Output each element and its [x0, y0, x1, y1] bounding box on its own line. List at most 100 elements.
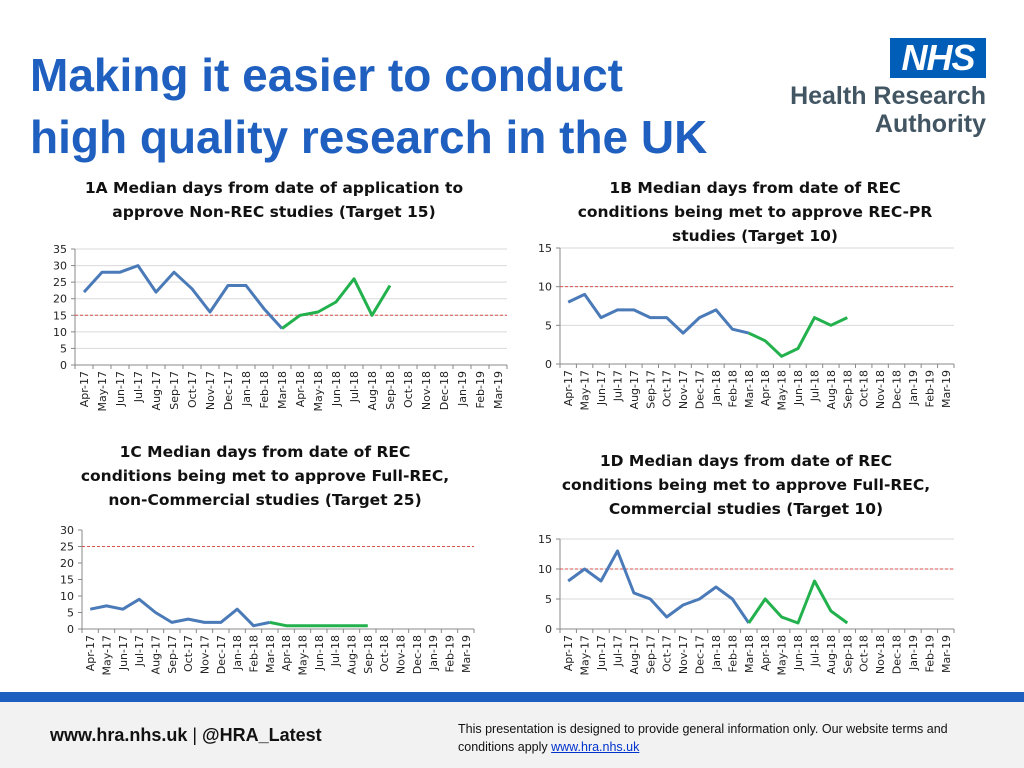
1c-x-tick-label: May-18 — [297, 635, 310, 676]
1c-x-tick-label: Sep-17 — [166, 635, 179, 674]
1a-x-tick-label: Mar-18 — [276, 371, 289, 409]
1b-y-tick-label: 0 — [545, 358, 552, 371]
chart-1b-title: 1B Median days from date of REC conditio… — [545, 176, 965, 248]
1c-x-tick-label: Aug-17 — [150, 635, 163, 674]
1c-x-tick-label: Jun-18 — [313, 635, 326, 671]
1d-x-tick-label: Dec-17 — [694, 635, 707, 674]
footer-disclaimer: This presentation is designed to provide… — [458, 720, 998, 756]
1c-x-tick-label: Apr-18 — [280, 635, 293, 671]
1a-y-tick-label: 10 — [53, 326, 67, 339]
1d-y-tick-label: 10 — [538, 563, 552, 576]
1a-x-tick-label: Apr-18 — [294, 371, 307, 407]
1a-x-tick-label: Jan-19 — [456, 371, 469, 407]
1a-x-tick-label: Nov-18 — [420, 371, 433, 410]
1b-x-tick-label: Oct-18 — [858, 370, 871, 407]
1c-y-tick-label: 5 — [67, 607, 74, 620]
1c-x-tick-label: Mar-18 — [264, 635, 277, 673]
1a-x-tick-label: Sep-18 — [384, 371, 397, 410]
1c-x-tick-label: May-17 — [101, 635, 114, 676]
footer — [0, 702, 1024, 768]
1c-y-tick-label: 10 — [60, 590, 74, 603]
chart-1a-title: 1A Median days from date of application … — [60, 176, 488, 224]
nhs-badge: NHS — [890, 38, 986, 78]
1c-y-tick-label: 15 — [60, 574, 74, 587]
footer-disclaimer-text: This presentation is designed to provide… — [458, 722, 948, 754]
1d-x-tick-label: Oct-18 — [858, 635, 871, 672]
1b-x-tick-label: Jul-18 — [808, 370, 821, 402]
1a-x-tick-label: Jul-18 — [348, 371, 361, 403]
1d-x-tick-label: Feb-18 — [726, 635, 739, 672]
1c-x-tick-label: Apr-17 — [84, 635, 97, 671]
1c-y-tick-label: 30 — [60, 524, 74, 537]
1d-x-tick-label: Sep-18 — [841, 635, 854, 674]
1d-x-tick-label: Aug-17 — [628, 635, 641, 674]
1a-x-tick-label: May-18 — [312, 371, 325, 412]
1d-x-tick-label: Jun-17 — [595, 635, 608, 671]
1d-x-tick-label: Jan-18 — [710, 635, 723, 671]
org-name: Health Research Authority — [790, 82, 986, 138]
chart-1d-title-line-1: 1D Median days from date of REC — [599, 452, 893, 470]
nhs-hra-logo: NHS Health Research Authority — [780, 38, 988, 142]
1d-y-tick-label: 0 — [545, 623, 552, 636]
chart-1c-title-line-3: non-Commercial studies (Target 25) — [108, 491, 422, 509]
1a-y-tick-label: 15 — [53, 309, 67, 322]
1c-y-tick-label: 25 — [60, 541, 74, 554]
1a-y-tick-label: 0 — [60, 359, 67, 372]
1d-x-tick-label: Dec-18 — [891, 635, 904, 674]
1c-x-tick-label: Jan-19 — [427, 635, 440, 671]
1b-x-tick-label: Jun-18 — [792, 370, 805, 406]
footer-website[interactable]: www.hra.nhs.uk — [50, 725, 188, 745]
1d-x-tick-label: Jan-19 — [907, 635, 920, 671]
1b-x-tick-label: Apr-17 — [562, 370, 575, 406]
footer-twitter-handle[interactable]: @HRA_Latest — [202, 725, 322, 745]
1c-x-tick-label: Jul-18 — [329, 635, 342, 667]
1b-x-tick-label: Dec-17 — [694, 370, 707, 409]
1a-x-tick-label: Jun-17 — [114, 371, 127, 407]
1b-y-tick-label: 5 — [545, 319, 552, 332]
1d-x-tick-label: Jul-18 — [808, 635, 821, 667]
1a-x-tick-label: Feb-19 — [474, 371, 487, 408]
slide-title-line-2: high quality research in the UK — [30, 111, 708, 163]
1a-x-tick-label: Nov-17 — [204, 371, 217, 410]
1b-x-tick-label: May-17 — [579, 370, 592, 411]
1b-x-tick-label: Aug-17 — [628, 370, 641, 409]
1d-x-tick-label: Nov-17 — [677, 635, 690, 674]
1c-x-tick-label: Nov-18 — [395, 635, 408, 674]
1a-y-tick-label: 25 — [53, 276, 67, 289]
1c-series-green-line — [269, 620, 368, 628]
1a-x-tick-label: Jan-18 — [240, 371, 253, 407]
1d-x-tick-label: Sep-17 — [644, 635, 657, 674]
footer-separator: | — [187, 725, 203, 745]
chart-1b-title-line-3: studies (Target 10) — [671, 227, 839, 245]
1d-x-tick-label: Oct-17 — [661, 635, 674, 672]
1c-x-tick-label: Aug-18 — [346, 635, 359, 674]
1a-x-tick-label: Feb-18 — [258, 371, 271, 408]
1a-x-tick-label: Dec-17 — [222, 371, 235, 410]
1c-x-tick-label: Feb-19 — [444, 635, 457, 672]
1d-x-tick-label: Apr-18 — [759, 635, 772, 671]
1c-x-tick-label: Sep-18 — [362, 635, 375, 674]
chart-1c-title-line-1: 1C Median days from date of REC — [119, 443, 411, 461]
1d-y-tick-label: 15 — [538, 533, 552, 546]
footer-terms-link[interactable]: www.hra.nhs.uk — [551, 740, 640, 754]
org-name-line-1: Health Research — [790, 82, 986, 110]
1d-x-tick-label: Nov-18 — [874, 635, 887, 674]
1a-x-tick-label: Aug-18 — [366, 371, 379, 410]
1b-x-tick-label: Jan-19 — [907, 370, 920, 406]
1c-x-tick-label: Feb-18 — [248, 635, 261, 672]
1b-x-tick-label: Dec-18 — [891, 370, 904, 409]
1a-x-tick-label: Mar-19 — [492, 371, 505, 409]
chart-1b-title-line-2: conditions being met to approve REC-PR — [577, 203, 933, 221]
1c-x-tick-label: Dec-18 — [411, 635, 424, 674]
slide-title: Making it easier to conduct high quality… — [30, 44, 707, 168]
1b-x-tick-label: Feb-19 — [923, 370, 936, 407]
1d-y-tick-label: 5 — [545, 593, 552, 606]
footer-band — [0, 692, 1024, 702]
1a-x-tick-label: Sep-17 — [168, 371, 181, 410]
1d-x-tick-label: Aug-18 — [825, 635, 838, 674]
footer-contact: www.hra.nhs.uk | @HRA_Latest — [50, 725, 322, 746]
1b-y-tick-label: 10 — [538, 281, 552, 294]
